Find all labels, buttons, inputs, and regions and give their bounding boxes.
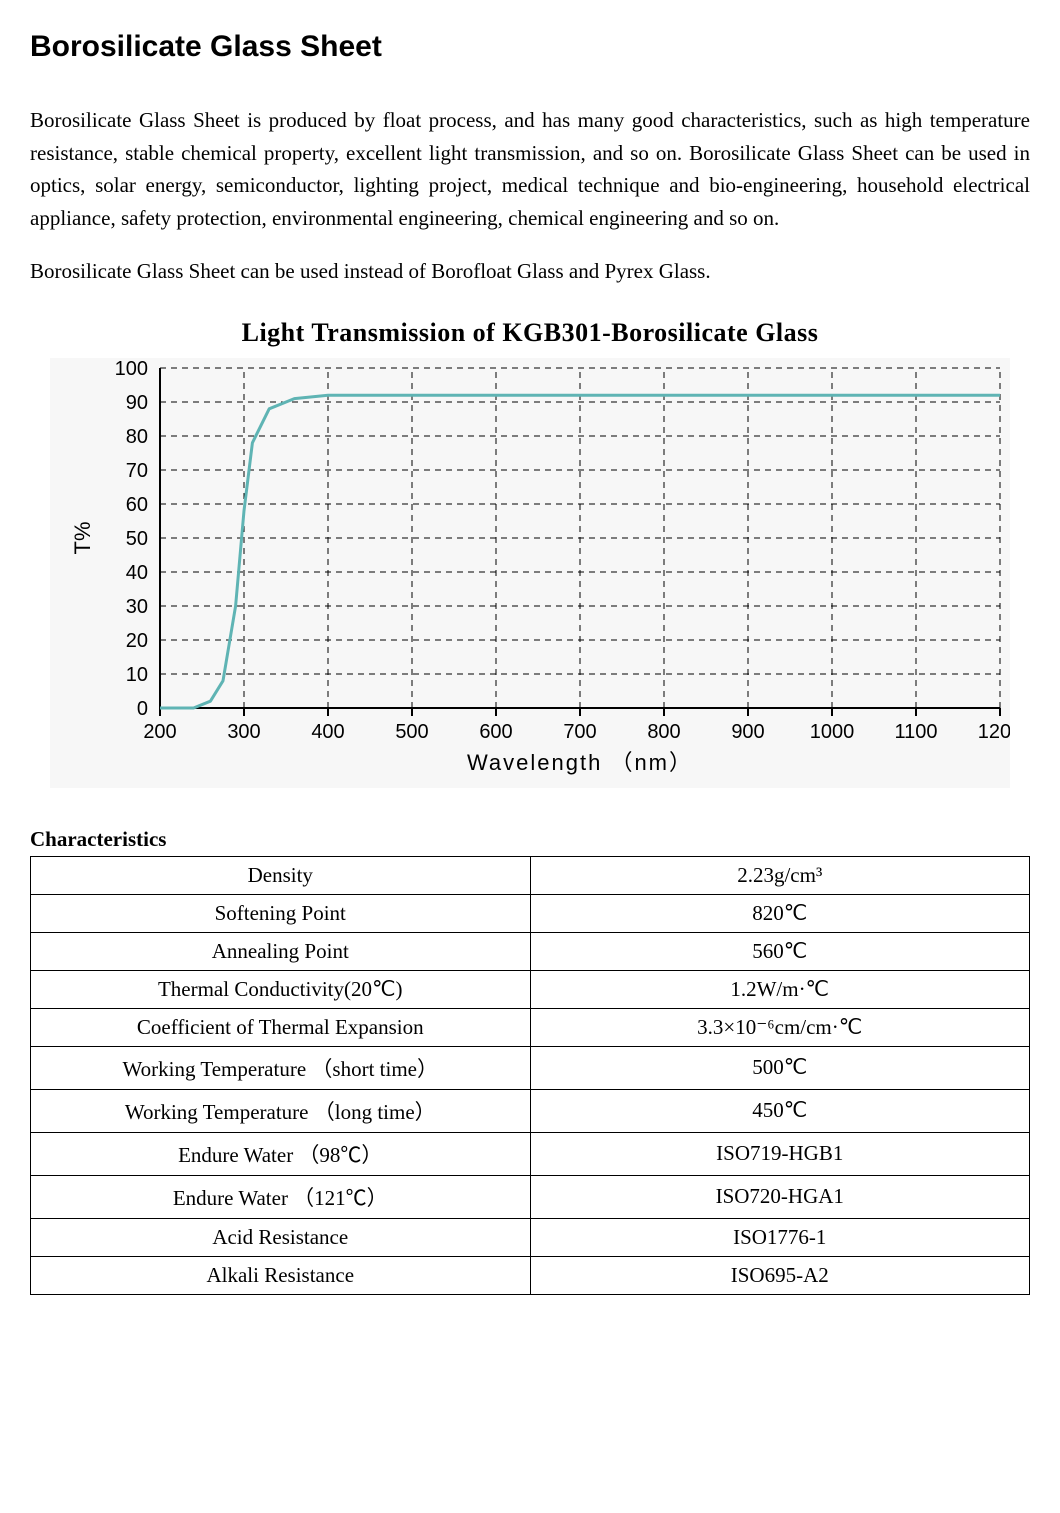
characteristics-heading: Characteristics [30,827,1030,852]
intro-paragraph-2: Borosilicate Glass Sheet can be used ins… [30,255,1030,288]
table-cell: ISO695-A2 [530,1256,1030,1294]
table-row: Endure Water （98℃）ISO719-HGB1 [31,1132,1030,1175]
svg-text:300: 300 [227,721,260,743]
table-row: Softening Point820℃ [31,894,1030,932]
svg-text:100: 100 [115,358,148,380]
svg-text:40: 40 [126,562,148,584]
page-title: Borosilicate Glass Sheet [30,30,1030,64]
table-row: Endure Water （121℃）ISO720-HGA1 [31,1175,1030,1218]
table-cell: 560℃ [530,932,1030,970]
table-row: Annealing Point560℃ [31,932,1030,970]
table-cell: Softening Point [31,894,531,932]
table-row: Thermal Conductivity(20℃)1.2W/m·℃ [31,970,1030,1008]
svg-text:1000: 1000 [810,721,855,743]
table-row: Alkali ResistanceISO695-A2 [31,1256,1030,1294]
svg-text:80: 80 [126,426,148,448]
svg-text:10: 10 [126,664,148,686]
characteristics-table: Density2.23g/cm³Softening Point820℃Annea… [30,856,1030,1295]
table-row: Working Temperature （short time）500℃ [31,1046,1030,1089]
svg-text:500: 500 [395,721,428,743]
svg-text:20: 20 [126,630,148,652]
table-cell: Acid Resistance [31,1218,531,1256]
table-cell: Working Temperature （short time） [31,1046,531,1089]
table-cell: 500℃ [530,1046,1030,1089]
table-cell: ISO720-HGA1 [530,1175,1030,1218]
transmission-chart: 200 300 400 500 600 700 800 900 1000 1100 1200 0 10 2… [50,358,1010,788]
table-cell: Thermal Conductivity(20℃) [31,970,531,1008]
svg-text:70: 70 [126,460,148,482]
svg-text:900: 900 [731,721,764,743]
table-cell: Endure Water （98℃） [31,1132,531,1175]
svg-text:60: 60 [126,494,148,516]
intro-paragraph-1: Borosilicate Glass Sheet is produced by … [30,104,1030,234]
table-cell: 450℃ [530,1089,1030,1132]
table-cell: Working Temperature （long time） [31,1089,531,1132]
table-cell: 1.2W/m·℃ [530,970,1030,1008]
svg-text:1200: 1200 [978,721,1010,743]
table-row: Density2.23g/cm³ [31,856,1030,894]
table-cell: 820℃ [530,894,1030,932]
table-cell: Annealing Point [31,932,531,970]
svg-text:700: 700 [563,721,596,743]
table-cell: Density [31,856,531,894]
svg-text:1100: 1100 [894,721,937,743]
table-cell: Endure Water （121℃） [31,1175,531,1218]
svg-text:400: 400 [311,721,344,743]
table-row: Acid ResistanceISO1776-1 [31,1218,1030,1256]
table-cell: 2.23g/cm³ [530,856,1030,894]
table-cell: ISO719-HGB1 [530,1132,1030,1175]
svg-text:200: 200 [143,721,176,743]
svg-text:600: 600 [479,721,512,743]
table-cell: Alkali Resistance [31,1256,531,1294]
table-row: Coefficient of Thermal Expansion3.3×10⁻⁶… [31,1008,1030,1046]
table-cell: 3.3×10⁻⁶cm/cm·℃ [530,1008,1030,1046]
table-cell: Coefficient of Thermal Expansion [31,1008,531,1046]
svg-text:0: 0 [137,698,148,720]
svg-text:90: 90 [126,392,148,414]
chart-container: Light Transmission of KGB301-Borosilicat… [30,318,1030,793]
svg-text:800: 800 [647,721,680,743]
chart-title: Light Transmission of KGB301-Borosilicat… [50,318,1010,348]
svg-text:T%: T% [70,521,95,554]
table-row: Working Temperature （long time）450℃ [31,1089,1030,1132]
svg-text:50: 50 [126,528,148,550]
table-cell: ISO1776-1 [530,1218,1030,1256]
svg-text:Wavelength （nm）: Wavelength （nm） [467,750,693,775]
svg-text:30: 30 [126,596,148,618]
